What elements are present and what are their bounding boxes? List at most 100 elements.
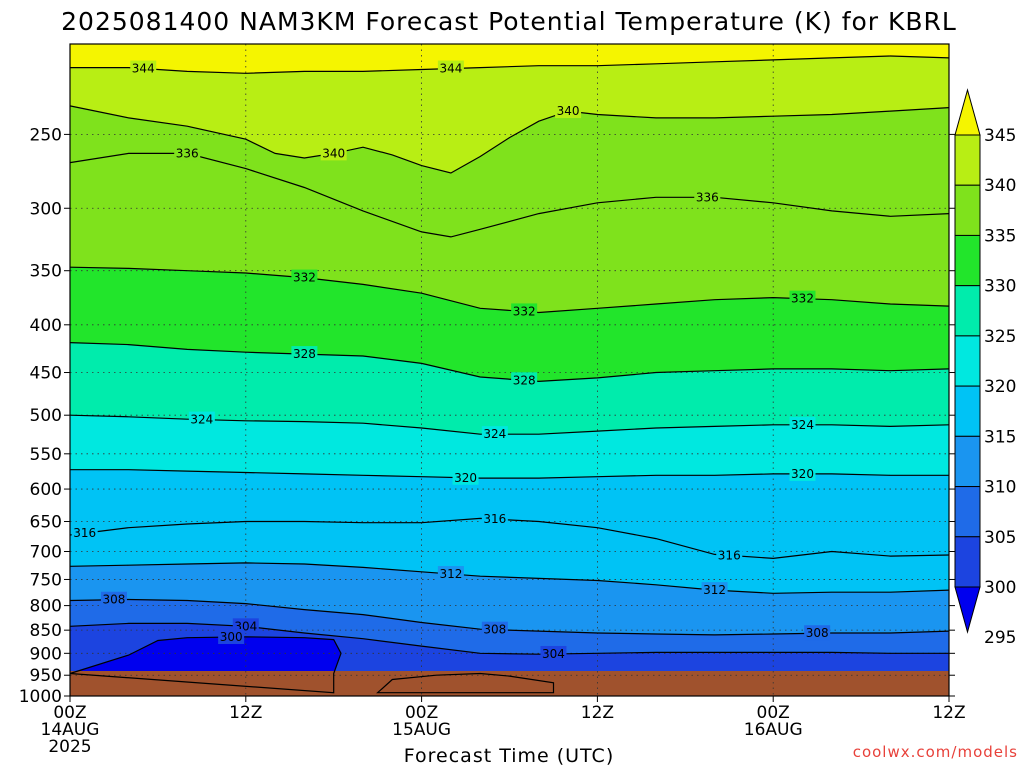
contour-label-bg-332-2: [789, 290, 816, 306]
contour-labels: 344 344 340 340 336 336 332 332 332 328 328 324 324 3…: [71, 60, 831, 661]
colorbar-bin-7: [954, 486, 981, 538]
y-tick-label-950: 950: [30, 666, 62, 686]
contour-label-bg-308-0: [100, 591, 127, 607]
y-tick-label-400: 400: [30, 316, 62, 336]
contour-label-332-1: 332: [513, 304, 536, 318]
contour-label-bg-312-1: [701, 582, 728, 598]
contour-300: [69, 636, 342, 694]
y-tick-label-550: 550: [30, 445, 62, 465]
x-tick-label-60-0: 12Z: [932, 703, 965, 723]
y-tick-label-250: 250: [30, 125, 62, 145]
x-axis-label: Forecast Time (UTC): [404, 745, 614, 767]
colorbar-bin-2: [954, 234, 981, 287]
y-tick-label-500: 500: [30, 406, 62, 426]
contour-label-bg-320-1: [789, 465, 816, 481]
contour-label-332-2: 332: [791, 292, 814, 306]
contour-label-328-1: 328: [513, 373, 536, 387]
contour-label-bg-316-2: [716, 547, 743, 563]
colorbar: 345 340 335 330 325 320 315 310 305 300 295: [954, 88, 1016, 648]
colorbar-bin-1: [954, 184, 981, 236]
y-axis-ticks: 250 300 350 400 450 500 550 600 650 700 750 800 850 9…: [19, 125, 955, 707]
contour-label-bg-336-0: [174, 145, 201, 161]
colorbar-label-345: 345: [984, 126, 1016, 146]
contour-label-bg-328-0: [291, 346, 318, 362]
contour-label-bg-308-1: [481, 621, 508, 637]
y-tick-label-1000: 1000: [19, 687, 62, 707]
contour-label-bg-324-0: [188, 411, 215, 427]
y-tick-label-800: 800: [30, 597, 62, 617]
colorbar-bin-4: [954, 335, 981, 387]
contour-label-344-0: 344: [132, 62, 155, 76]
colorbar-bin-6: [954, 435, 981, 488]
contour-label-340-1: 340: [557, 104, 580, 118]
colorbar-label-335: 335: [984, 226, 1016, 246]
contour-label-bg-344-1: [437, 60, 464, 76]
x-tick-label-24-1: 15AUG: [392, 720, 451, 740]
y-tick-label-750: 750: [30, 570, 62, 590]
y-tick-label-850: 850: [30, 621, 62, 641]
contour-label-bg-324-2: [789, 416, 816, 432]
contour-label-304-1: 304: [542, 647, 565, 661]
colorbar-label-340: 340: [984, 176, 1016, 196]
y-tick-label-700: 700: [30, 543, 62, 563]
colorbar-bin-3: [954, 285, 981, 337]
colorbar-label-310: 310: [984, 478, 1016, 498]
contour-label-336-0: 336: [176, 146, 199, 160]
contour-label-316-1: 316: [483, 512, 506, 526]
contour-label-320-0: 320: [454, 471, 477, 485]
contour-label-308-0: 308: [102, 593, 125, 607]
contour-336: [69, 152, 950, 238]
contour-308: [69, 598, 950, 636]
contour-label-324-1: 324: [483, 427, 506, 441]
contour-304: [69, 622, 949, 655]
contour-label-332-0: 332: [293, 271, 316, 285]
contour-label-bg-300-0: [218, 629, 245, 645]
contour-label-bg-308-2: [804, 625, 831, 641]
colorbar-bin-8: [954, 536, 981, 588]
contour-label-bg-324-1: [481, 426, 508, 442]
contour-340: [69, 105, 950, 174]
contour-label-320-1: 320: [791, 467, 814, 481]
contour-label-bg-320-0: [452, 469, 479, 485]
contour-label-324-0: 324: [190, 413, 213, 427]
contour-label-bg-332-1: [511, 303, 538, 319]
contour-label-324-2: 324: [791, 418, 814, 432]
contour-label-bg-316-1: [481, 511, 508, 527]
theta-fill: [70, 44, 949, 696]
x-tick-label-0-0: 00Z: [53, 703, 86, 723]
contour-label-300-0: 300: [220, 630, 243, 644]
contour-label-bg-332-0: [291, 269, 318, 285]
contour-label-316-0: 316: [73, 526, 96, 540]
contour-label-bg-344-0: [130, 60, 157, 76]
contour-label-312-0: 312: [439, 567, 462, 581]
contour-label-bg-336-1: [694, 189, 721, 205]
colorbar-top-triangle: [954, 88, 981, 136]
contour-344: [70, 55, 950, 74]
chart-title: 2025081400 NAM3KM Forecast Potential Tem…: [61, 7, 957, 36]
y-tick-label-300: 300: [30, 199, 62, 219]
contour-312: [69, 562, 950, 594]
y-tick-label-600: 600: [30, 480, 62, 500]
colorbar-label-305: 305: [984, 528, 1016, 548]
contour-label-bg-340-1: [555, 103, 582, 119]
y-tick-label-650: 650: [30, 512, 62, 532]
contour-316: [69, 517, 950, 560]
colorbar-label-315: 315: [984, 427, 1016, 447]
contour-label-bg-312-0: [437, 566, 464, 582]
credit-text: coolwx.com/models: [853, 743, 1018, 761]
contour-label-308-2: 308: [806, 626, 829, 640]
contour-label-bg-316-0: [71, 525, 98, 541]
contour-label-336-1: 336: [696, 190, 719, 204]
contour-label-328-0: 328: [293, 347, 316, 361]
colorbar-bin-5: [954, 385, 981, 437]
colorbar-label-295: 295: [984, 628, 1016, 648]
x-tick-label-48-1: 16AUG: [744, 720, 803, 740]
contour-label-bg-340-0: [320, 145, 347, 161]
x-tick-label-0-2: 2025: [48, 737, 91, 757]
contour-label-344-1: 344: [439, 62, 462, 76]
x-tick-label-12-0: 12Z: [229, 703, 262, 723]
x-tick-label-48-0: 00Z: [757, 703, 790, 723]
contour-label-bg-328-1: [511, 372, 538, 388]
